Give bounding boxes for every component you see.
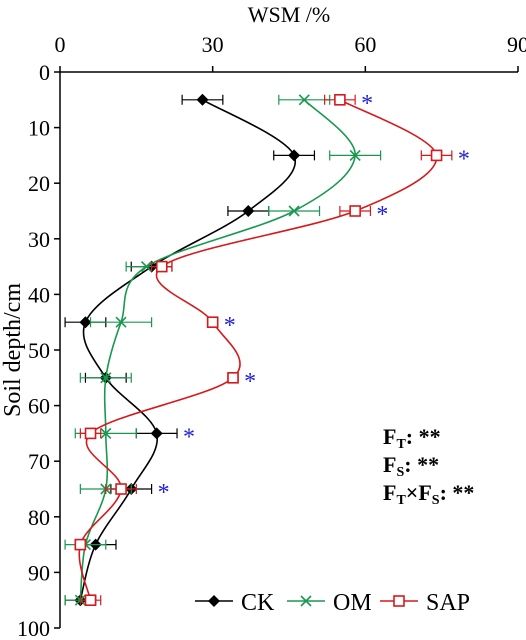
data-point-ck <box>150 427 163 440</box>
series-om <box>64 94 382 606</box>
x-tick-label: 90 <box>507 32 526 57</box>
series-sap <box>74 94 453 607</box>
y-tick-label: 50 <box>28 338 50 363</box>
data-point-ck <box>196 93 209 106</box>
series-layer <box>64 93 453 607</box>
data-point-ck <box>242 205 255 217</box>
data-point-sap <box>227 371 239 384</box>
y-tick-label: 80 <box>28 505 50 530</box>
anova-annotation-part: ×F <box>406 480 432 505</box>
data-point-sap <box>349 205 361 217</box>
data-point-om <box>349 149 361 161</box>
data-point-sap <box>84 427 97 440</box>
y-tick-label: 20 <box>28 171 50 196</box>
y-tick-label: 60 <box>28 394 50 419</box>
y-tick-label: 0 <box>39 60 50 85</box>
data-point-om <box>140 261 153 273</box>
y-axis-title: Soil depth/cm <box>0 283 26 417</box>
data-point-sap <box>334 94 346 106</box>
data-point-sap <box>115 483 127 495</box>
significance-star: * <box>158 480 170 506</box>
data-point-om <box>298 94 310 106</box>
data-point-om <box>115 316 127 328</box>
legend-marker-sap <box>393 595 405 607</box>
legend-marker-om <box>300 595 312 607</box>
significance-star: * <box>224 313 236 339</box>
x-axis-title: WSM /% <box>248 2 331 27</box>
series-ck <box>64 93 316 607</box>
data-point-ck <box>288 149 301 162</box>
legend-label-ck: CK <box>241 590 275 616</box>
significance-star: * <box>361 91 373 117</box>
data-point-sap <box>430 149 443 162</box>
data-point-om <box>288 205 300 217</box>
data-point-ck <box>79 316 92 329</box>
data-point-om <box>100 372 112 384</box>
y-tick-label: 70 <box>28 449 50 474</box>
series-line-om <box>79 99 356 601</box>
anova-annotation-part: : ** <box>404 452 439 477</box>
data-point-sap <box>84 594 97 607</box>
legend: CK OM SAP <box>195 590 470 616</box>
anova-annotation: FT×FS: ** <box>383 480 474 508</box>
legend-label-om: OM <box>333 590 372 616</box>
data-point-om <box>100 427 112 439</box>
anova-annotation-part: F <box>383 424 396 449</box>
y-tick-label: 100 <box>17 616 50 640</box>
x-tick-label: 0 <box>55 32 66 57</box>
series-line-sap <box>78 99 438 601</box>
significance-star: * <box>183 424 195 450</box>
y-tick-label: 40 <box>28 282 50 307</box>
anova-annotation-part: F <box>383 452 396 477</box>
anova-annotation: FS: ** <box>383 452 439 480</box>
anova-annotation-part: T <box>396 493 406 508</box>
anova-annotation-part: : ** <box>406 424 441 449</box>
annotations: *******FT: **FS: **FT×FS: ** <box>158 91 475 508</box>
anova-annotation-part: : ** <box>440 480 475 505</box>
x-tick-label: 60 <box>354 32 376 57</box>
y-tick-label: 30 <box>28 227 50 252</box>
series-line-ck <box>79 99 297 601</box>
data-point-sap <box>155 260 168 273</box>
anova-annotation: FT: ** <box>383 424 441 452</box>
legend-marker-ck <box>208 595 220 607</box>
y-tick-label: 10 <box>28 116 50 141</box>
significance-star: * <box>458 146 470 172</box>
legend-item-sap: SAP <box>380 590 470 616</box>
significance-star: * <box>244 369 256 395</box>
significance-star: * <box>376 202 388 228</box>
data-point-sap <box>74 538 87 551</box>
y-tick-label: 90 <box>28 560 50 585</box>
anova-annotation-part: S <box>432 493 440 508</box>
anova-annotation-part: T <box>396 437 406 452</box>
anova-annotation-part: F <box>383 480 396 505</box>
data-point-sap <box>206 316 219 329</box>
anova-annotation-part: S <box>396 465 404 480</box>
legend-item-ck: CK <box>195 590 275 616</box>
legend-item-om: OM <box>287 590 372 616</box>
legend-label-sap: SAP <box>426 590 470 616</box>
x-tick-label: 30 <box>202 32 224 57</box>
